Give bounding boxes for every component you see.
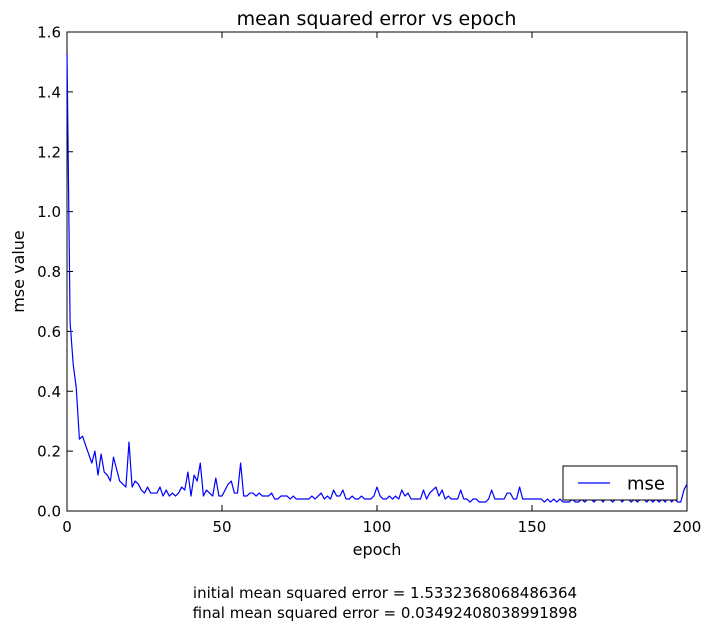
chart-title: mean squared error vs epoch — [237, 8, 517, 30]
final-mse-caption: final mean squared error = 0.03492408038… — [192, 604, 578, 622]
legend: mse — [562, 465, 678, 501]
initial-mse-caption: initial mean squared error = 1.533236806… — [192, 584, 578, 602]
mse-chart: mean squared error vs epoch 0 50 100 150 200… — [9, 8, 701, 559]
series-line-mse — [66, 52, 688, 503]
x-tick-label: 0 — [62, 518, 72, 536]
series-layer — [66, 52, 688, 503]
y-tick-label: 0.2 — [37, 443, 61, 461]
y-axis-ticks: 0.0 0.2 0.4 0.6 0.8 1.0 1.2 1.4 1.6 — [37, 24, 687, 521]
x-tick-label: 150 — [518, 518, 547, 536]
y-tick-label: 1.4 — [37, 83, 61, 101]
x-axis-ticks: 0 50 100 150 200 — [62, 32, 701, 536]
y-tick-label: 0.4 — [37, 383, 61, 401]
y-tick-label: 1.2 — [37, 143, 61, 161]
y-tick-label: 1.6 — [37, 24, 61, 42]
y-tick-label: 0.8 — [37, 263, 61, 281]
x-tick-label: 50 — [212, 518, 231, 536]
plot-frame — [66, 31, 688, 512]
x-axis-label: epoch — [353, 540, 402, 559]
y-tick-label: 0.6 — [37, 323, 61, 341]
x-tick-label: 200 — [673, 518, 702, 536]
y-axis-label: mse value — [9, 230, 28, 313]
legend-label-mse: mse — [627, 474, 665, 495]
x-tick-label: 100 — [363, 518, 392, 536]
y-tick-label: 0.0 — [37, 503, 61, 521]
y-tick-label: 1.0 — [37, 203, 61, 221]
